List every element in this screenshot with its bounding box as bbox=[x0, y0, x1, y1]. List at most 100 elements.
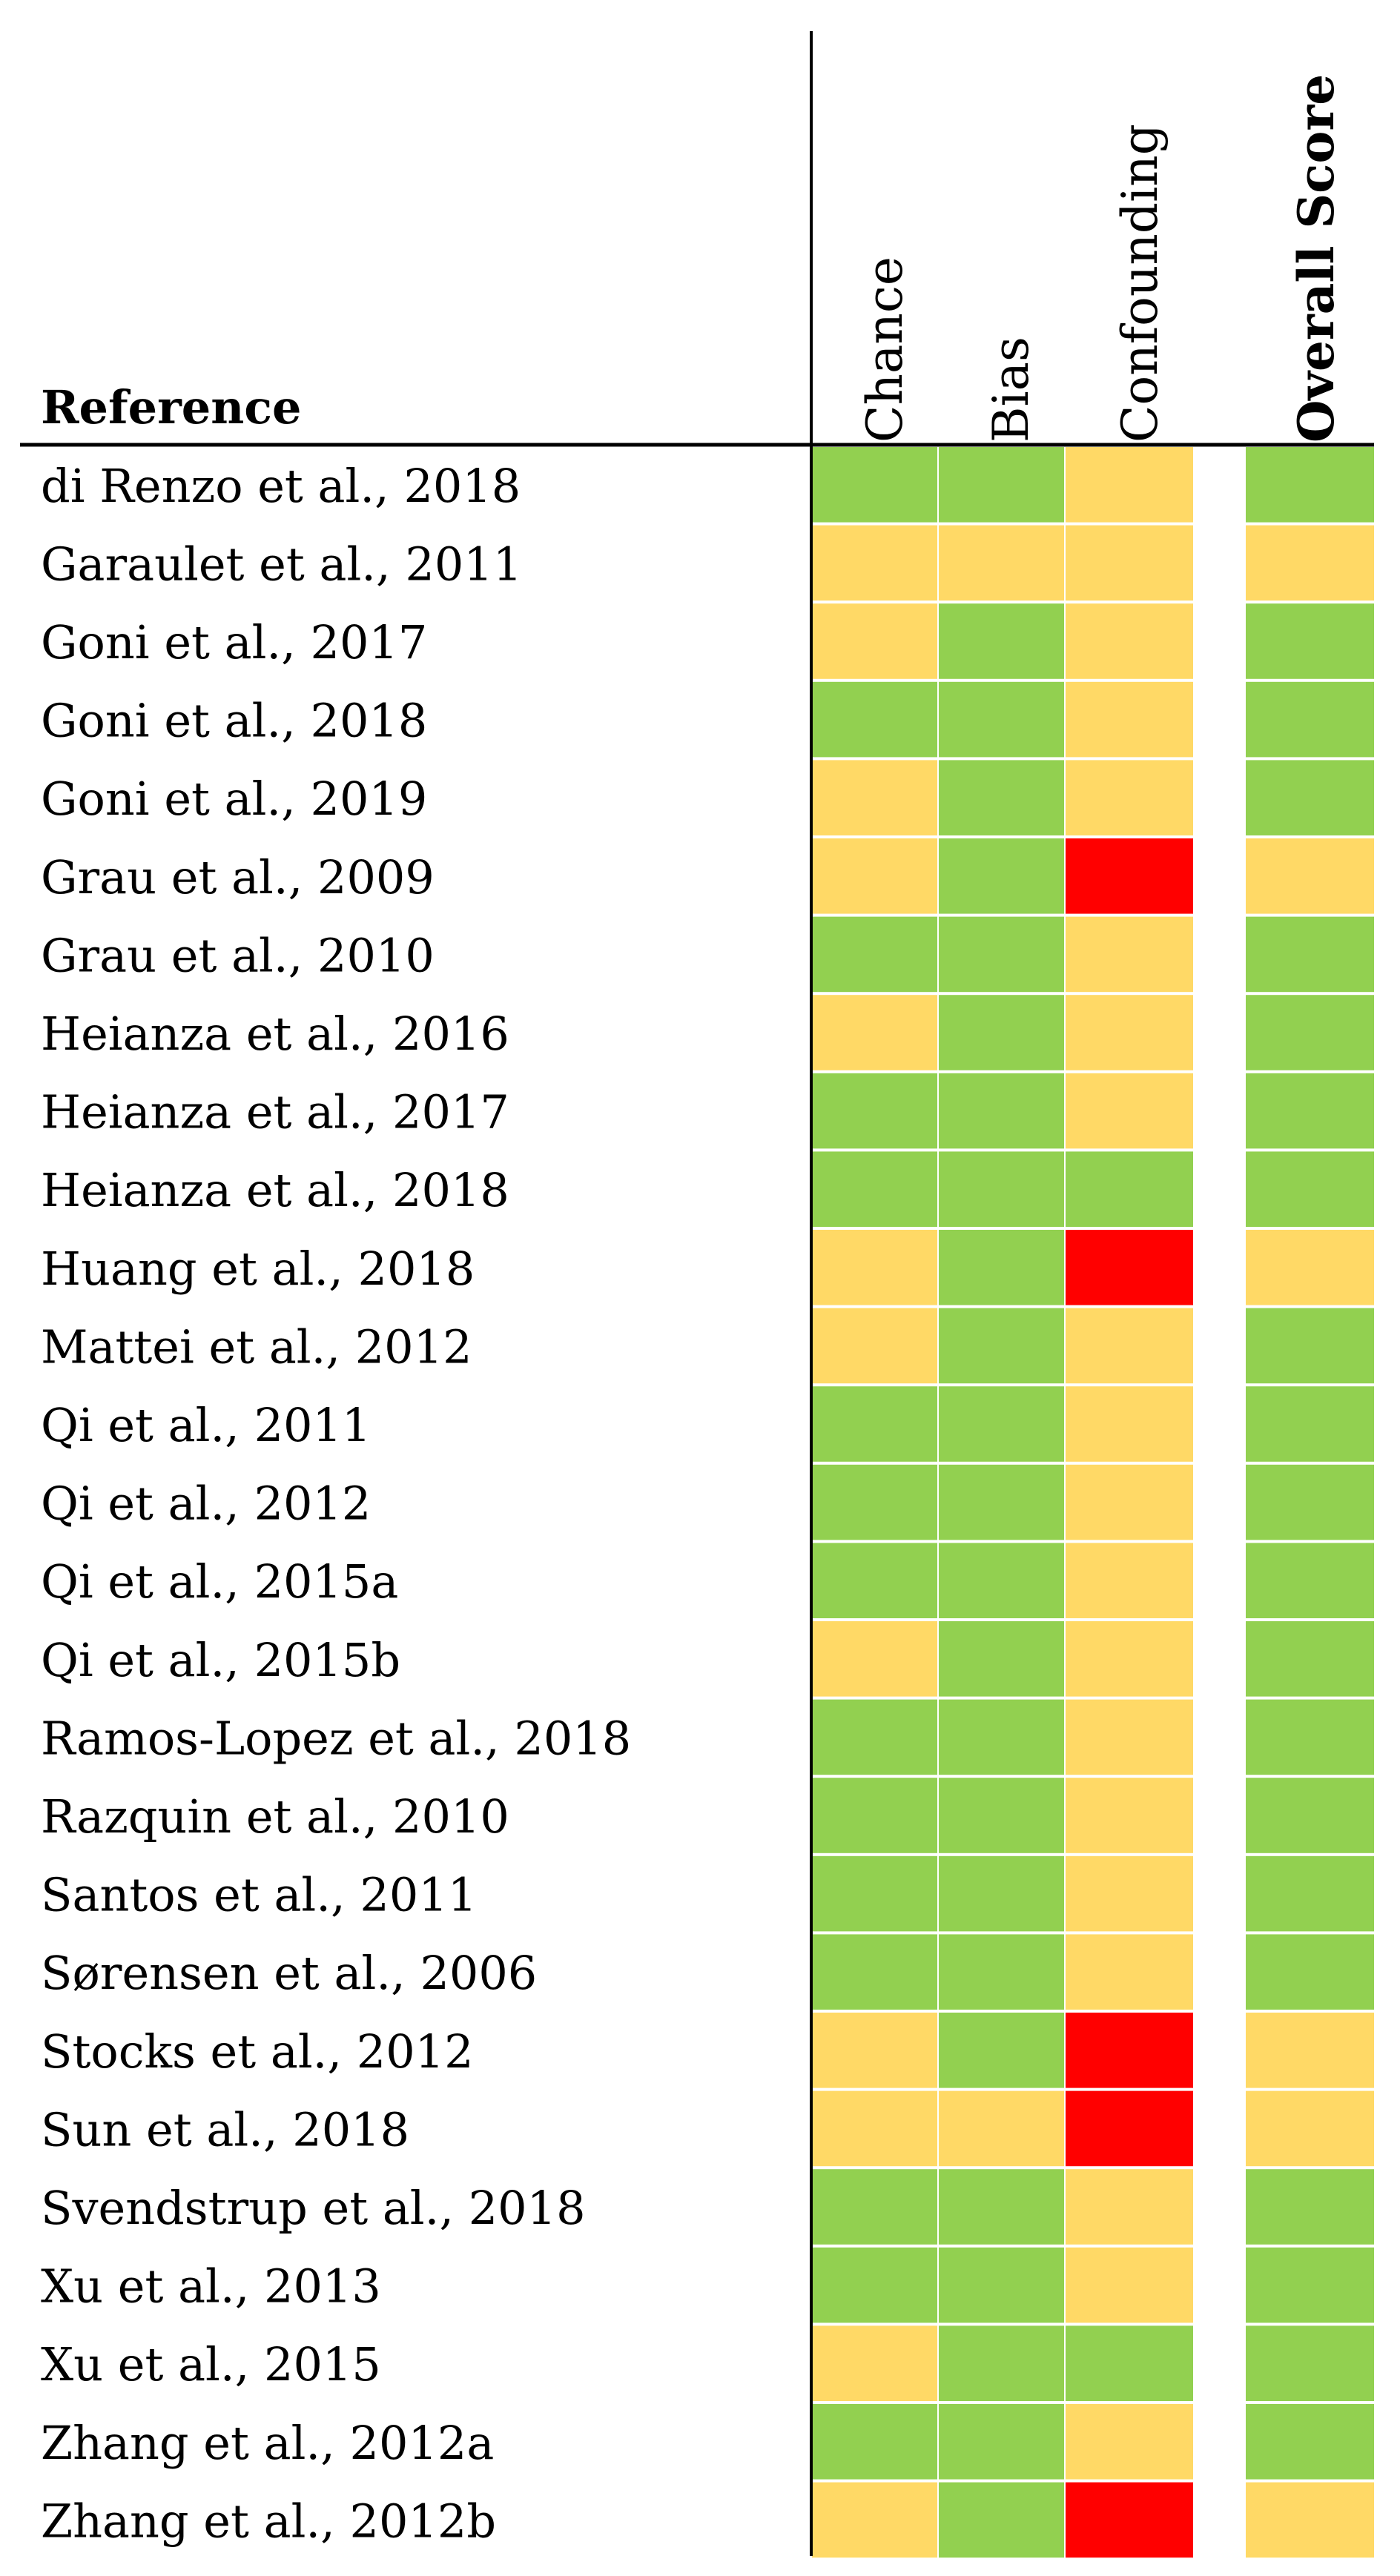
rating-cell-chance bbox=[812, 2090, 937, 2167]
rating-cell-confounding bbox=[1066, 1934, 1193, 2010]
rating-cell-bias bbox=[939, 995, 1064, 1070]
reference-label: Xu et al., 2015 bbox=[41, 2337, 381, 2391]
rating-cell-chance bbox=[812, 525, 937, 601]
rating-cell-overall-score bbox=[1246, 2013, 1374, 2088]
reference-label: Qi et al., 2015b bbox=[41, 1633, 400, 1687]
reference-label: Heianza et al., 2018 bbox=[41, 1163, 509, 1217]
table-header: Reference Chance Bias Confounding Overall S… bbox=[41, 74, 1345, 443]
rating-cell-chance bbox=[812, 2325, 937, 2401]
rating-cell-chance bbox=[812, 1855, 937, 1932]
rating-cell-confounding bbox=[1066, 681, 1193, 758]
rating-cell-confounding bbox=[1066, 2169, 1193, 2245]
rating-cell-overall-score bbox=[1246, 916, 1374, 993]
rating-cell-confounding bbox=[1066, 2090, 1193, 2167]
reference-label: Qi et al., 2015a bbox=[41, 1554, 398, 1609]
rating-cell-confounding bbox=[1066, 1543, 1193, 1618]
reference-label: Sun et al., 2018 bbox=[41, 2102, 409, 2156]
rating-cell-overall-score bbox=[1246, 838, 1374, 914]
rating-cell-overall-score bbox=[1246, 1151, 1374, 1227]
rating-cell-bias bbox=[939, 2090, 1064, 2167]
reference-label: Razquin et al., 2010 bbox=[41, 1789, 509, 1844]
reference-label: Stocks et al., 2012 bbox=[41, 2024, 474, 2079]
reference-label: Qi et al., 2012 bbox=[41, 1477, 371, 1531]
rating-cell-bias bbox=[939, 1778, 1064, 1853]
reference-label: Zhang et al., 2012b bbox=[41, 2494, 496, 2548]
rating-cell-overall-score bbox=[1246, 2404, 1374, 2480]
rating-cell-overall-score bbox=[1246, 1621, 1374, 1697]
rating-cell-confounding bbox=[1066, 1308, 1193, 1384]
rating-cell-chance bbox=[812, 1778, 937, 1853]
rating-cell-bias bbox=[939, 2169, 1064, 2245]
rating-cell-chance bbox=[812, 2169, 937, 2245]
rating-cell-confounding bbox=[1066, 1621, 1193, 1697]
rating-cell-chance bbox=[812, 995, 937, 1070]
rating-cell-chance bbox=[812, 1386, 937, 1462]
rating-cell-bias bbox=[939, 681, 1064, 758]
reference-label: Xu et al., 2013 bbox=[41, 2259, 381, 2314]
rating-cell-chance bbox=[812, 1151, 937, 1227]
rating-cell-confounding bbox=[1066, 2325, 1193, 2401]
rating-cell-bias bbox=[939, 1699, 1064, 1775]
rating-cell-bias bbox=[939, 2325, 1064, 2401]
rating-cell-confounding bbox=[1066, 2404, 1193, 2480]
rating-cell-overall-score bbox=[1246, 2090, 1374, 2167]
rating-cell-confounding bbox=[1066, 1778, 1193, 1853]
rating-cell-bias bbox=[939, 1308, 1064, 1384]
rating-cell-overall-score bbox=[1246, 2247, 1374, 2323]
rating-cell-bias bbox=[939, 1073, 1064, 1149]
rating-cell-overall-score bbox=[1246, 2169, 1374, 2245]
rating-cell-chance bbox=[812, 1543, 937, 1618]
rating-cell-bias bbox=[939, 760, 1064, 835]
reference-label: Goni et al., 2019 bbox=[41, 772, 427, 826]
reference-label: di Renzo et al., 2018 bbox=[41, 459, 521, 513]
reference-label: Mattei et al., 2012 bbox=[41, 1320, 472, 1374]
rating-cell-overall-score bbox=[1246, 1778, 1374, 1853]
rating-cell-bias bbox=[939, 1621, 1064, 1697]
rating-cell-chance bbox=[812, 681, 937, 758]
rating-cell-bias bbox=[939, 1386, 1064, 1462]
reference-column-header: Reference bbox=[41, 380, 301, 434]
rating-cell-chance bbox=[812, 2404, 937, 2480]
rating-cell-bias bbox=[939, 2482, 1064, 2558]
reference-labels: di Renzo et al., 2018 Garaulet et al., 20… bbox=[41, 459, 631, 2549]
rating-cell-overall-score bbox=[1246, 995, 1374, 1070]
reference-label: Huang et al., 2018 bbox=[41, 1242, 475, 1296]
reference-label: Qi et al., 2011 bbox=[41, 1398, 371, 1452]
rating-cell-overall-score bbox=[1246, 681, 1374, 758]
rating-cell-confounding bbox=[1066, 525, 1193, 601]
rating-cell-overall-score bbox=[1246, 1386, 1374, 1462]
column-header-chance: Chance bbox=[856, 256, 914, 443]
reference-label: Heianza et al., 2017 bbox=[41, 1085, 509, 1139]
column-header-overall-score: Overall Score bbox=[1287, 74, 1345, 443]
rating-cell-overall-score bbox=[1246, 1230, 1374, 1305]
rating-cell-overall-score bbox=[1246, 525, 1374, 601]
rating-cell-overall-score bbox=[1246, 603, 1374, 679]
reference-label: Ramos-Lopez et al., 2018 bbox=[41, 1711, 631, 1765]
rating-cell-bias bbox=[939, 1151, 1064, 1227]
rating-cell-bias bbox=[939, 838, 1064, 914]
rating-cell-confounding bbox=[1066, 916, 1193, 993]
rating-cell-bias bbox=[939, 1855, 1064, 1932]
rating-cells bbox=[812, 447, 1374, 2558]
rating-cell-bias bbox=[939, 2013, 1064, 2088]
column-header-bias: Bias bbox=[983, 337, 1040, 443]
rating-cell-chance bbox=[812, 603, 937, 679]
rating-cell-overall-score bbox=[1246, 2482, 1374, 2558]
rating-cell-chance bbox=[812, 1934, 937, 2010]
rating-cell-bias bbox=[939, 1543, 1064, 1618]
rating-cell-confounding bbox=[1066, 2247, 1193, 2323]
reference-label: Goni et al., 2018 bbox=[41, 694, 427, 748]
reference-label: Svendstrup et al., 2018 bbox=[41, 2181, 586, 2235]
rating-cell-overall-score bbox=[1246, 1464, 1374, 1540]
rating-cell-confounding bbox=[1066, 995, 1193, 1070]
rating-cell-bias bbox=[939, 1934, 1064, 2010]
rating-cell-bias bbox=[939, 1230, 1064, 1305]
rating-cell-bias bbox=[939, 603, 1064, 679]
rating-cell-chance bbox=[812, 2247, 937, 2323]
rating-cell-confounding bbox=[1066, 1073, 1193, 1149]
reference-label: Grau et al., 2010 bbox=[41, 928, 435, 982]
reference-label: Santos et al., 2011 bbox=[41, 1868, 477, 1922]
column-header-confounding: Confounding bbox=[1112, 124, 1169, 443]
rating-cell-confounding bbox=[1066, 1230, 1193, 1305]
